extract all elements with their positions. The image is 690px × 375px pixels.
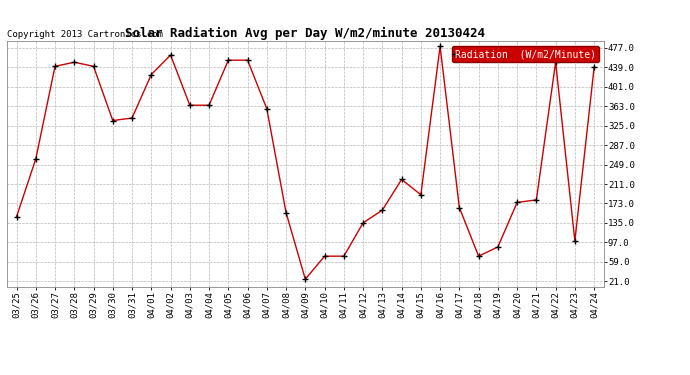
Radiation  (W/m2/Minute) [205,103,213,108]
Radiation  (W/m2/Minute) [494,245,502,249]
Radiation  (W/m2/Minute) [397,177,406,182]
Radiation  (W/m2/Minute) [359,220,367,225]
Text: Copyright 2013 Cartronics.com: Copyright 2013 Cartronics.com [7,30,163,39]
Radiation  (W/m2/Minute) [186,103,194,108]
Title: Solar Radiation Avg per Day W/m2/minute 20130424: Solar Radiation Avg per Day W/m2/minute … [126,27,485,40]
Radiation  (W/m2/Minute) [51,64,59,69]
Radiation  (W/m2/Minute) [12,214,21,219]
Radiation  (W/m2/Minute) [224,58,233,62]
Radiation  (W/m2/Minute) [244,58,252,62]
Radiation  (W/m2/Minute) [417,192,425,197]
Radiation  (W/m2/Minute) [532,198,540,202]
Radiation  (W/m2/Minute) [551,60,560,64]
Radiation  (W/m2/Minute) [590,65,598,70]
Line: Radiation  (W/m2/Minute): Radiation (W/m2/Minute) [14,44,597,282]
Radiation  (W/m2/Minute) [128,116,136,120]
Radiation  (W/m2/Minute) [263,106,271,111]
Radiation  (W/m2/Minute) [455,205,464,210]
Radiation  (W/m2/Minute) [436,44,444,49]
Radiation  (W/m2/Minute) [166,53,175,57]
Legend: Radiation  (W/m2/Minute): Radiation (W/m2/Minute) [452,46,599,62]
Radiation  (W/m2/Minute) [571,238,579,243]
Radiation  (W/m2/Minute) [147,72,155,77]
Radiation  (W/m2/Minute) [70,60,79,64]
Radiation  (W/m2/Minute) [513,200,521,205]
Radiation  (W/m2/Minute) [339,254,348,258]
Radiation  (W/m2/Minute) [378,208,386,212]
Radiation  (W/m2/Minute) [475,254,483,258]
Radiation  (W/m2/Minute) [90,64,98,69]
Radiation  (W/m2/Minute) [108,118,117,123]
Radiation  (W/m2/Minute) [32,157,40,161]
Radiation  (W/m2/Minute) [282,210,290,215]
Radiation  (W/m2/Minute) [320,254,328,258]
Radiation  (W/m2/Minute) [301,277,309,282]
